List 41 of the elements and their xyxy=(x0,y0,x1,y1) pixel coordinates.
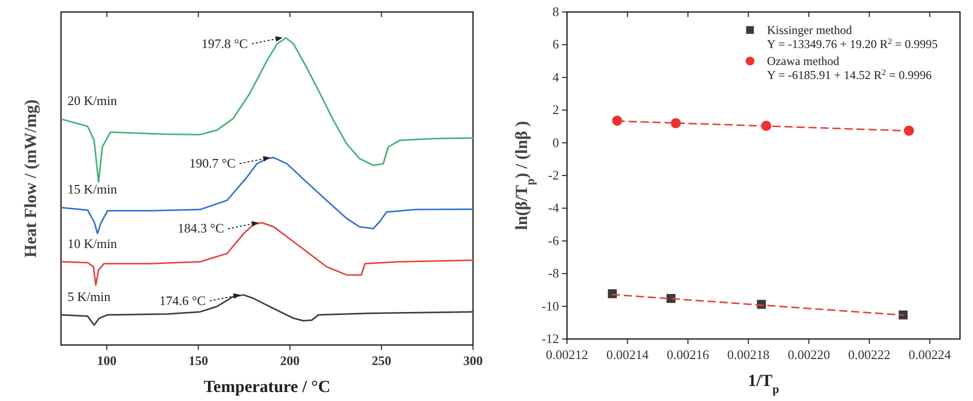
y-tick-label: -8 xyxy=(548,266,559,281)
annotation: 184.3 °C xyxy=(178,220,224,236)
x-tick-label: 0.00218 xyxy=(727,347,770,362)
x-tick-label: 0.00212 xyxy=(546,347,588,362)
y-tick-label: -4 xyxy=(548,200,560,216)
series-label: 20 K/min xyxy=(68,93,118,108)
legend-label: Kissinger method xyxy=(767,23,852,37)
series-label: 10 K/min xyxy=(68,236,118,251)
y-tick-label: -12 xyxy=(542,331,559,346)
x-tick-label: 300 xyxy=(463,353,483,368)
annotation: 190.7 °C xyxy=(189,156,236,171)
legend-label: Ozawa method xyxy=(767,54,840,68)
y-tick-label: 6 xyxy=(552,36,560,52)
point xyxy=(608,289,617,298)
point xyxy=(898,310,908,320)
annotation: 197.8 °C xyxy=(201,36,248,51)
y-tick-label: -10 xyxy=(542,298,559,314)
annotation: Y = -6185.91 + 14.52 R$^{2}$ = 0.9996 xyxy=(767,68,932,82)
y-tick-label: 4 xyxy=(552,69,560,84)
y-axis-title: Heat Flow / (mW/mg) xyxy=(21,99,40,258)
x-tick-label: 150 xyxy=(188,353,208,368)
y-tick-label: -6 xyxy=(548,232,560,248)
y-tick-label: 0 xyxy=(552,134,559,150)
x-tick-label: 0.00222 xyxy=(848,347,890,362)
x-tick-label: 0.00224 xyxy=(908,347,952,362)
x-tick-label: 200 xyxy=(280,353,300,368)
x-axis-title: 1/T$_{p}$ xyxy=(748,371,780,396)
annotation: Y = -13349.76 + 19.20 R$^{2}$ = 0.9995 xyxy=(767,36,938,51)
y-tick-label: 8 xyxy=(552,4,559,19)
series-label: 5 K/min xyxy=(68,288,112,304)
x-tick-label: 100 xyxy=(97,353,117,368)
y-tick-label: 2 xyxy=(552,102,559,118)
x-tick-label: 0.00220 xyxy=(788,347,830,362)
x-axis-title: Temperature / °C xyxy=(204,377,330,396)
x-tick-label: 0.00214 xyxy=(606,347,650,362)
x-tick-label: 250 xyxy=(372,353,392,368)
y-tick-label: -2 xyxy=(548,168,559,182)
x-tick-label: 0.00216 xyxy=(666,347,710,362)
series-label: 15 K/min xyxy=(68,182,118,197)
annotation: 174.6 °C xyxy=(159,292,206,308)
point xyxy=(666,294,676,303)
